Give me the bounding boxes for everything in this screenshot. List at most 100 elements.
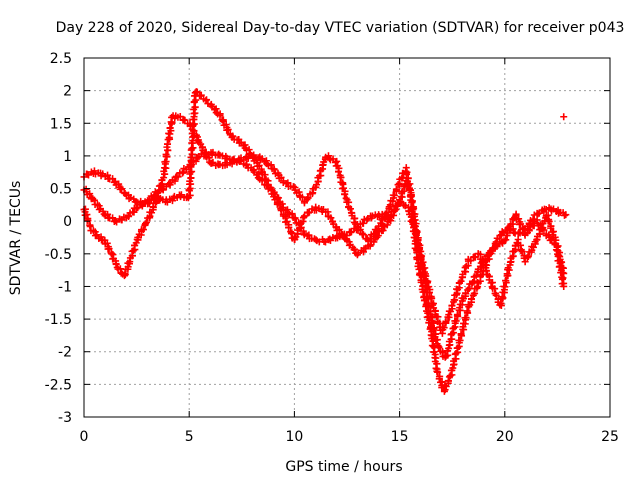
data-point-track-1 xyxy=(463,307,471,315)
data-point-track-3 xyxy=(502,277,510,285)
data-point-track-1 xyxy=(174,173,182,181)
data-point-track-3 xyxy=(523,254,531,262)
data-point-track-1 xyxy=(498,228,506,236)
data-point-track-1 xyxy=(462,314,470,322)
data-point-track-2 xyxy=(202,152,210,160)
data-point-track-1 xyxy=(193,154,201,162)
data-point-track-3 xyxy=(105,245,113,253)
data-point-track-3 xyxy=(203,96,211,104)
chart-title: Day 228 of 2020, Sidereal Day-to-day VTE… xyxy=(56,20,625,36)
data-point-track-3 xyxy=(552,246,560,254)
y-tick-label: -2 xyxy=(58,345,72,361)
x-tick-label: 15 xyxy=(391,429,409,445)
data-point-track-2 xyxy=(430,326,438,334)
data-point-track-3 xyxy=(237,138,245,146)
data-point-track-3 xyxy=(84,217,92,225)
axis-ticks: 0 5 10 15 20 25 2.5 2 1.5 1 0.5 0 -0.5 -1 -1.5 -2 -2.5 -3 xyxy=(45,51,619,445)
data-point-track-2 xyxy=(341,190,349,198)
data-point-track-3 xyxy=(425,288,433,296)
data-point-track-3 xyxy=(517,246,525,254)
data-point-track-2 xyxy=(115,180,123,188)
data-point-track-3 xyxy=(366,241,374,249)
data-point-track-1 xyxy=(215,150,223,158)
data-point-track-3 xyxy=(392,206,400,214)
data-point-track-3 xyxy=(285,223,293,231)
data-point-track-1 xyxy=(243,160,251,168)
data-point-track-2 xyxy=(392,185,400,193)
data-point-track-3 xyxy=(409,218,417,226)
data-point-track-2 xyxy=(176,113,184,121)
data-point-track-2 xyxy=(425,303,433,311)
data-point-track-3 xyxy=(277,206,285,214)
data-point-track-2 xyxy=(453,311,461,319)
data-point-track-3 xyxy=(405,207,413,215)
data-point-track-2 xyxy=(484,251,492,259)
data-point-track-3 xyxy=(229,132,237,140)
y-tick-label: 2 xyxy=(63,84,72,100)
data-point-track-3 xyxy=(421,272,429,280)
data-point-track-2 xyxy=(304,194,312,202)
data-point-outlier xyxy=(560,113,568,121)
data-point-track-3 xyxy=(374,232,382,240)
data-point-track-1 xyxy=(444,377,452,385)
y-tick-label: -3 xyxy=(58,410,72,426)
data-point-track-3 xyxy=(471,253,479,261)
data-point-track-3 xyxy=(108,250,116,258)
data-point-track-3 xyxy=(533,236,541,244)
data-point-track-3 xyxy=(417,254,425,262)
plot-frame xyxy=(83,57,611,418)
data-point-track-2 xyxy=(164,146,172,154)
data-point-track-3 xyxy=(518,248,526,256)
data-point-track-3 xyxy=(187,174,195,182)
data-point-track-2 xyxy=(462,290,470,298)
data-point-track-3 xyxy=(249,153,257,161)
data-point-track-3 xyxy=(478,256,486,264)
data-point-track-2 xyxy=(118,185,126,193)
data-marks xyxy=(80,88,570,395)
data-point-track-1 xyxy=(456,336,464,344)
y-tick-label: -1 xyxy=(58,279,72,295)
data-point-track-2 xyxy=(517,220,525,228)
x-tick-label: 20 xyxy=(496,429,514,445)
data-point-track-3 xyxy=(501,283,509,291)
data-point-track-3 xyxy=(556,262,564,270)
data-point-track-1 xyxy=(111,217,119,225)
data-point-track-1 xyxy=(359,219,367,227)
data-point-track-2 xyxy=(329,155,337,163)
x-tick-label: 25 xyxy=(601,429,619,445)
data-point-track-2 xyxy=(407,193,415,201)
data-point-track-2 xyxy=(346,205,354,213)
data-point-track-3 xyxy=(275,200,283,208)
data-point-track-2 xyxy=(145,199,153,207)
data-point-track-3 xyxy=(142,220,149,228)
data-point-track-2 xyxy=(492,241,500,249)
data-point-track-3 xyxy=(521,258,529,266)
data-point-track-3 xyxy=(545,217,553,225)
y-tick-label: -0.5 xyxy=(45,247,72,263)
data-point-track-3 xyxy=(142,218,150,226)
y-tick-label: 2.5 xyxy=(50,51,72,67)
data-point-track-3 xyxy=(121,270,129,278)
data-point-track-1 xyxy=(178,169,186,177)
data-point-track-3 xyxy=(152,197,160,205)
data-point-track-2 xyxy=(270,166,278,174)
data-point-track-3 xyxy=(338,231,346,239)
data-point-track-3 xyxy=(552,240,560,248)
data-point-track-1 xyxy=(95,206,103,214)
data-point-track-3 xyxy=(186,191,194,199)
data-point-track-2 xyxy=(525,227,533,235)
data-point-track-3 xyxy=(93,231,101,239)
data-point-track-3 xyxy=(383,221,391,229)
data-point-track-2 xyxy=(519,226,527,234)
data-point-track-2 xyxy=(390,191,398,199)
data-point-track-3 xyxy=(524,252,532,260)
data-point-track-3 xyxy=(448,302,456,310)
data-point-track-2 xyxy=(408,198,416,206)
data-point-track-2 xyxy=(381,210,389,218)
data-point-track-3 xyxy=(335,226,343,234)
data-point-track-3 xyxy=(560,282,568,290)
y-axis-label: SDTVAR / TECUs xyxy=(8,181,24,296)
data-point-track-1 xyxy=(457,330,465,338)
data-point-track-2 xyxy=(162,150,170,158)
